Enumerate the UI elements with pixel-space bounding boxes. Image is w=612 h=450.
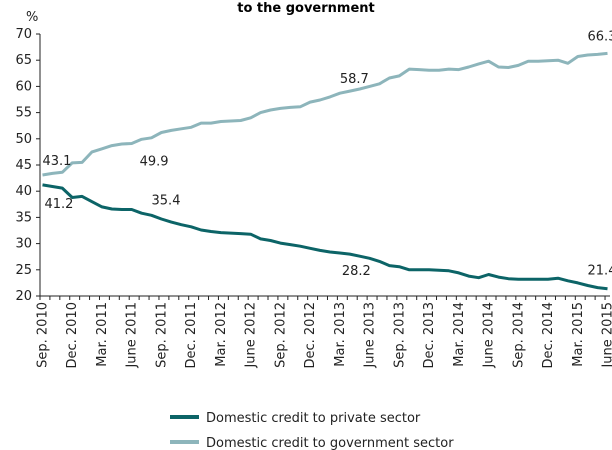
y-tick-label: 35 <box>15 210 32 225</box>
x-tick-label: Sep. 2013 <box>392 302 407 368</box>
data-label: 28.2 <box>342 264 371 279</box>
x-tick-label: Sep. 2011 <box>154 302 169 368</box>
x-tick-label: June 2014 <box>482 302 497 369</box>
data-label: 49.9 <box>140 154 169 169</box>
x-tick-label: Dec. 2010 <box>65 302 80 369</box>
y-tick-label: 60 <box>15 79 32 94</box>
data-label: 58.7 <box>340 72 369 87</box>
data-label: 35.4 <box>152 193 181 208</box>
x-tick-label: Mar. 2013 <box>333 302 348 367</box>
x-tick-label: Sep. 2010 <box>35 302 50 368</box>
series-line-government-sector <box>42 51 608 177</box>
legend: Domestic credit to private sector Domesti… <box>170 411 454 450</box>
data-label: 66.3 <box>588 29 612 44</box>
y-tick-label: 55 <box>15 106 32 121</box>
y-tick-label: 30 <box>15 237 32 252</box>
x-tick-label: June 2013 <box>363 302 378 369</box>
data-label: 41.2 <box>44 197 73 212</box>
x-tick-label: June 2011 <box>125 302 140 369</box>
x-tick-label: Mar. 2012 <box>214 302 229 367</box>
chart-title: to the government <box>237 1 375 16</box>
x-tick-label: Dec. 2013 <box>422 302 437 369</box>
legend-label-private-sector: Domestic credit to private sector <box>206 411 421 426</box>
x-tick-label: Sep. 2012 <box>273 302 288 368</box>
series-line-private-sector <box>42 183 608 291</box>
x-tick-label: Mar. 2011 <box>95 302 110 367</box>
y-tick-label: 20 <box>15 289 32 304</box>
y-axis-unit-label: % <box>26 10 38 25</box>
data-label: 21.4 <box>588 264 612 279</box>
x-tick-label: June 2012 <box>244 302 259 369</box>
x-tick-label: Dec. 2012 <box>303 302 318 369</box>
y-tick-label: 40 <box>15 184 32 199</box>
x-tick-label: June 2015 <box>601 302 612 369</box>
x-tick-label: Mar. 2014 <box>452 302 467 367</box>
data-label: 43.1 <box>42 154 71 169</box>
annotations: 43.1 41.2 49.9 35.4 58.7 28.2 66.3 21.4 <box>42 29 612 279</box>
y-tick-label: 50 <box>15 132 32 147</box>
y-tick-label: 65 <box>15 53 32 68</box>
y-tick-label: 70 <box>15 27 32 42</box>
y-tick-label: 45 <box>15 158 32 173</box>
series-layer <box>42 51 608 291</box>
x-tick-label: Dec. 2011 <box>184 302 199 369</box>
axes: 20 25 30 35 40 45 50 55 60 65 70 Sep. 2010 Dec. 2010… <box>15 27 612 369</box>
x-tick-label: Mar. 2015 <box>571 302 586 367</box>
legend-label-government-sector: Domestic credit to government sector <box>206 436 454 450</box>
x-tick-label: Sep. 2014 <box>511 302 526 368</box>
y-tick-label: 25 <box>15 263 32 278</box>
x-tick-label: Dec. 2014 <box>541 302 556 369</box>
